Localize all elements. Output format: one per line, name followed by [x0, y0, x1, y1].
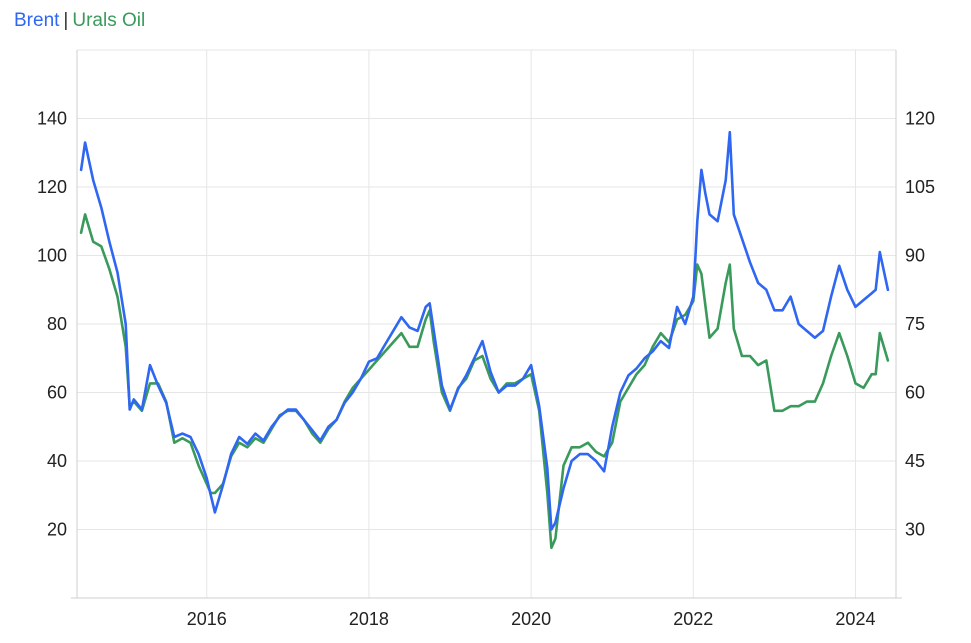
- y-right-tick-label: 75: [905, 314, 925, 334]
- chart-legend: Brent | Urals Oil: [14, 10, 145, 32]
- legend-separator: |: [63, 10, 69, 31]
- chart-frame: [71, 49, 902, 599]
- y-left-tick-label: 120: [37, 177, 67, 197]
- chart-tick-labels: 20 40 60 80 100 120 140 30 45 60 75 90 105 120 2016 201…: [37, 109, 935, 630]
- legend-brent: Brent: [14, 10, 60, 31]
- chart-lines: [79, 130, 890, 550]
- urals-series-line: [79, 213, 890, 550]
- y-left-tick-label: 80: [47, 314, 67, 334]
- x-tick-label: 2018: [349, 609, 389, 629]
- chart-grid: [77, 50, 896, 598]
- y-right-tick-label: 60: [905, 383, 925, 403]
- y-right-tick-label: 45: [905, 451, 925, 471]
- y-right-tick-label: 105: [905, 177, 935, 197]
- x-tick-label: 2020: [511, 609, 551, 629]
- x-tick-label: 2016: [187, 609, 227, 629]
- brent-series-line: [79, 130, 890, 531]
- legend-urals: Urals Oil: [72, 10, 146, 31]
- y-left-tick-label: 140: [37, 109, 67, 129]
- y-left-tick-label: 40: [47, 451, 67, 471]
- x-tick-label: 2024: [835, 609, 875, 629]
- y-left-tick-label: 20: [47, 520, 67, 540]
- y-right-tick-label: 90: [905, 246, 925, 266]
- y-left-tick-label: 60: [47, 383, 67, 403]
- y-left-tick-label: 100: [37, 246, 67, 266]
- y-right-tick-label: 120: [905, 109, 935, 129]
- x-tick-label: 2022: [673, 609, 713, 629]
- y-right-tick-label: 30: [905, 520, 925, 540]
